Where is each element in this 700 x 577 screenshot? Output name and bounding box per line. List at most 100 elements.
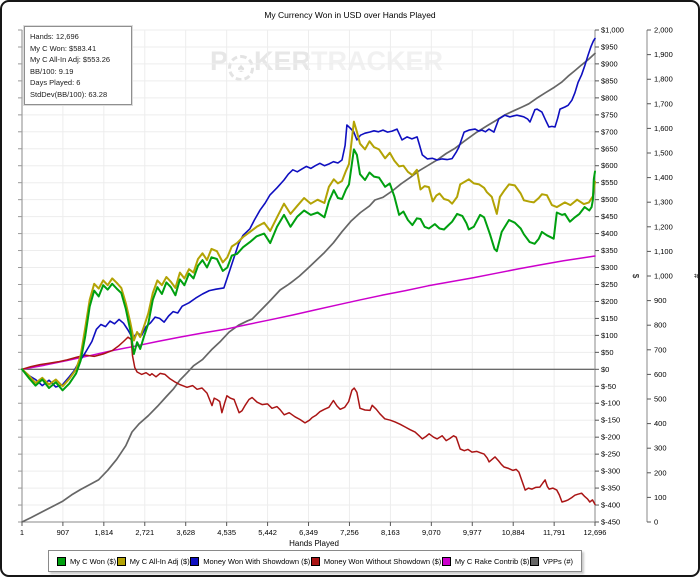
pokertracker-watermark: P ♠ KERTRACKER xyxy=(210,46,443,81)
legend-label: My C Rake Contrib ($) xyxy=(454,556,530,566)
dollar-tick-label: $-100 xyxy=(601,399,620,408)
legend-item-vpps: VPPs (#) xyxy=(529,556,573,566)
legend-label: My C Won ($) xyxy=(70,556,117,566)
dollar-tick-label: $-150 xyxy=(601,416,620,425)
count-tick-label: 300 xyxy=(654,444,667,453)
x-tick-label: 8,163 xyxy=(381,528,400,537)
count-tick-label: 1,000 xyxy=(654,272,673,281)
x-tick-label: 4,535 xyxy=(217,528,236,537)
dollar-tick-label: $350 xyxy=(601,246,618,255)
dollar-tick-label: $800 xyxy=(601,93,618,102)
count-tick-label: 1,600 xyxy=(654,124,673,133)
dollar-tick-label: $300 xyxy=(601,263,618,272)
watermark-text-p: P xyxy=(210,46,229,76)
x-tick-label: 9,977 xyxy=(463,528,482,537)
legend-swatch-vpps xyxy=(529,556,539,566)
legend-label: Money Won With Showdown ($) xyxy=(203,556,311,566)
dollar-tick-label: $50 xyxy=(601,348,614,357)
stats-line: Hands: 12,696 xyxy=(30,32,79,41)
dollar-tick-label: $550 xyxy=(601,178,618,187)
legend-item-money-won-with-showdown: Money Won With Showdown ($) xyxy=(190,556,311,566)
legend-label: My C All-In Adj ($) xyxy=(129,556,190,566)
legend-swatch-my-c-won xyxy=(57,556,66,566)
x-tick-label: 7,256 xyxy=(340,528,359,537)
count-tick-label: 500 xyxy=(654,395,667,404)
x-tick-label: 1,814 xyxy=(94,528,113,537)
count-tick-label: 1,900 xyxy=(654,50,673,59)
count-tick-label: 1,200 xyxy=(654,222,673,231)
dollar-tick-label: $200 xyxy=(601,297,618,306)
legend-label: Money Won Without Showdown ($) xyxy=(323,556,442,566)
legend-swatch-money-won-with-showdown xyxy=(190,556,200,566)
dollar-tick-label: $950 xyxy=(601,42,618,51)
dollar-tick-label: $450 xyxy=(601,212,618,221)
dollar-tick-label: $100 xyxy=(601,331,618,340)
stats-line: My C All-In Adj: $553.26 xyxy=(30,55,111,64)
dollar-tick-label: $700 xyxy=(601,127,618,136)
series-line-my-c-all-in-adj xyxy=(21,120,596,388)
poker-chip-icon: ♠ xyxy=(228,55,255,81)
x-tick-label: 907 xyxy=(57,528,70,537)
dollar-tick-label: $400 xyxy=(601,229,618,238)
dollar-tick-label: $750 xyxy=(601,110,618,119)
x-tick-label: 12,696 xyxy=(584,528,607,537)
legend-item-money-won-without-showdown: Money Won Without Showdown ($) xyxy=(310,556,442,566)
legend-label: VPPs (#) xyxy=(542,556,573,566)
count-tick-label: 400 xyxy=(654,419,667,428)
dollar-tick-label: $-250 xyxy=(601,450,620,459)
stats-line: StdDev(BB/100): 63.28 xyxy=(30,89,108,99)
series-line-my-c-won xyxy=(21,148,596,392)
count-axis-label: # xyxy=(692,274,698,279)
dollar-tick-label: $0 xyxy=(601,365,609,374)
stats-line: Days Played: 6 xyxy=(30,78,81,87)
x-tick-label: 11,791 xyxy=(543,528,565,537)
dollar-tick-label: $850 xyxy=(601,76,618,85)
x-tick-label: 6,349 xyxy=(299,528,318,537)
legend-swatch-money-won-without-showdown xyxy=(310,556,320,566)
chart-title: My Currency Won in USD over Hands Played xyxy=(264,10,436,20)
dollar-tick-label: $900 xyxy=(601,59,618,68)
dollar-axis-label: $ xyxy=(631,274,640,279)
dollar-tick-label: $1,000 xyxy=(601,26,624,35)
x-tick-label: 3,628 xyxy=(176,528,195,537)
count-tick-label: 2,000 xyxy=(654,26,673,35)
count-tick-label: 700 xyxy=(654,345,667,354)
series-line-vpps xyxy=(21,52,596,523)
watermark-text-ker: KER xyxy=(254,46,312,76)
count-tick-label: 0 xyxy=(654,518,658,527)
count-tick-label: 1,100 xyxy=(654,247,673,256)
count-tick-label: 1,500 xyxy=(654,149,673,158)
legend-item-my-c-won: My C Won ($) xyxy=(57,556,117,566)
dollar-tick-label: $500 xyxy=(601,195,618,204)
x-axis-label: Hands Played xyxy=(289,539,339,548)
x-tick-label: 2,721 xyxy=(135,528,154,537)
count-tick-label: 600 xyxy=(654,370,667,379)
count-tick-label: 200 xyxy=(654,468,667,477)
dollar-tick-label: $-300 xyxy=(601,467,620,476)
count-tick-label: 900 xyxy=(654,296,667,305)
count-tick-label: 100 xyxy=(654,493,667,502)
x-tick-label: 5,442 xyxy=(258,528,277,537)
count-tick-label: 1,300 xyxy=(654,198,673,207)
dollar-tick-label: $-50 xyxy=(601,382,616,391)
x-tick-label: 1 xyxy=(20,528,24,537)
dollar-tick-label: $-200 xyxy=(601,433,620,442)
legend-item-my-c-rake-contrib: My C Rake Contrib ($) xyxy=(441,556,530,566)
dollar-tick-label: $-350 xyxy=(601,484,620,493)
legend-swatch-my-c-all-in-adj xyxy=(116,556,126,566)
dollar-tick-label: $250 xyxy=(601,280,618,289)
dollar-tick-label: $-400 xyxy=(601,501,620,510)
dollar-tick-label: $150 xyxy=(601,314,618,323)
legend-item-my-c-all-in-adj: My C All-In Adj ($) xyxy=(116,556,190,566)
stats-line: BB/100: 9.19 xyxy=(30,66,74,76)
watermark-text-tracker: TRACKER xyxy=(311,46,444,76)
legend-swatch-my-c-rake-contrib xyxy=(441,556,451,566)
count-tick-label: 1,400 xyxy=(654,173,673,182)
chart-legend: My C Won ($) My C All-In Adj ($) Money Won… xyxy=(48,550,582,572)
dollar-tick-label: $-450 xyxy=(601,518,620,527)
x-tick-label: 10,884 xyxy=(502,528,525,537)
series-line-money-won-without-showdown xyxy=(21,336,596,506)
x-tick-label: 9,070 xyxy=(422,528,441,537)
series-line-my-c-rake-contrib xyxy=(21,255,596,371)
